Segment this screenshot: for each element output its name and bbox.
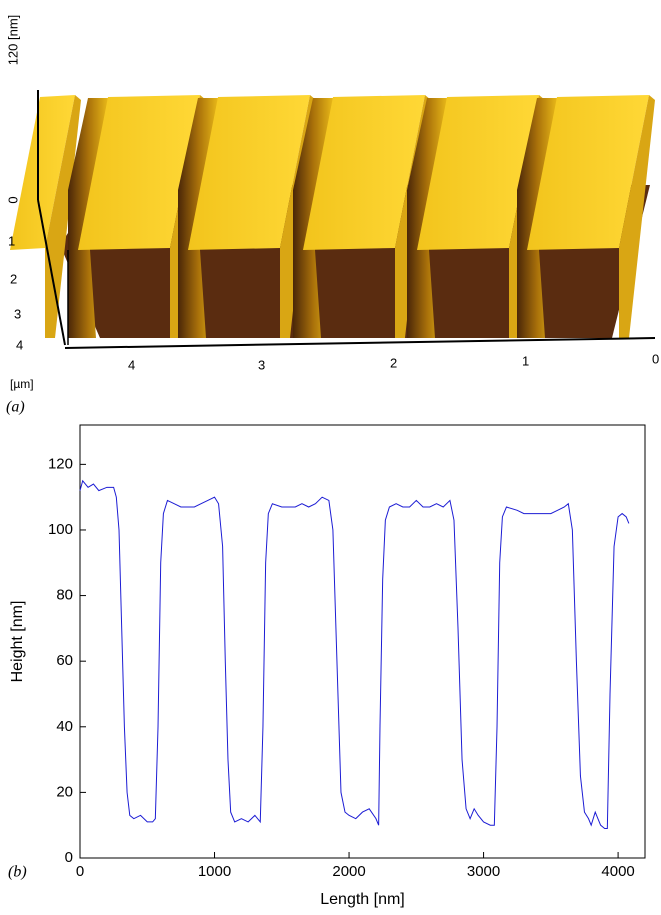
- y-tick-label: 2: [10, 271, 17, 286]
- x-tick-label: 0: [76, 863, 84, 880]
- x-tick-label: 3: [258, 357, 265, 372]
- z-tick-label: 0: [5, 196, 20, 203]
- ridge-face: [527, 95, 649, 250]
- x-axis: [64, 337, 656, 349]
- ridge-face: [10, 95, 75, 250]
- ridge-face: [78, 95, 200, 250]
- y-axis: [37, 199, 66, 346]
- x-tick-label: 2000: [332, 863, 365, 880]
- y-tick-label: 20: [56, 783, 73, 800]
- y-tick-label: 80: [56, 587, 73, 604]
- ridge-face: [417, 95, 539, 250]
- line-chart: 0 1000 2000 3000 4000 0 20 40 60 80 100 120 Length […: [8, 424, 646, 908]
- ridge-face: [188, 95, 310, 250]
- x-tick-label: 1000: [198, 863, 231, 880]
- y-axis-title: Height [nm]: [9, 601, 26, 683]
- x-tick-label: 2: [390, 355, 397, 370]
- ridge-side: [45, 95, 81, 338]
- x-tick-label: 4000: [601, 863, 634, 880]
- ridge-side: [619, 95, 655, 338]
- panel-label: (b): [8, 864, 27, 881]
- afm-3d-image: 120 [nm] 0 1 2 3 4 4 3 2 1 0 [µm] (a): [5, 15, 659, 416]
- ridge: [10, 95, 81, 338]
- panel-label: (a): [6, 399, 25, 416]
- ridge: [517, 95, 655, 338]
- x-tick-label: 0: [652, 351, 659, 366]
- y-tick-label: 120: [48, 455, 73, 472]
- y-tick-label: 1: [8, 233, 15, 248]
- ridge: [68, 95, 206, 338]
- x-tick-label: 1: [522, 353, 529, 368]
- x-tick-label: 4: [128, 357, 135, 372]
- y-tick-label: 100: [48, 521, 73, 538]
- y-tick-label: 40: [56, 718, 73, 735]
- unit-label: [µm]: [10, 377, 34, 391]
- y-tick-label: 4: [16, 337, 23, 352]
- z-unit: 120 [nm]: [5, 15, 20, 66]
- y-tick-label: 0: [65, 849, 73, 866]
- y-tick-label: 60: [56, 652, 73, 669]
- x-axis-title: Length [nm]: [320, 891, 405, 908]
- ridge-face: [303, 95, 425, 250]
- x-tick-label: 3000: [467, 863, 500, 880]
- y-tick-label: 3: [14, 306, 21, 321]
- data-line: [79, 479, 630, 829]
- plot-frame: [79, 424, 646, 859]
